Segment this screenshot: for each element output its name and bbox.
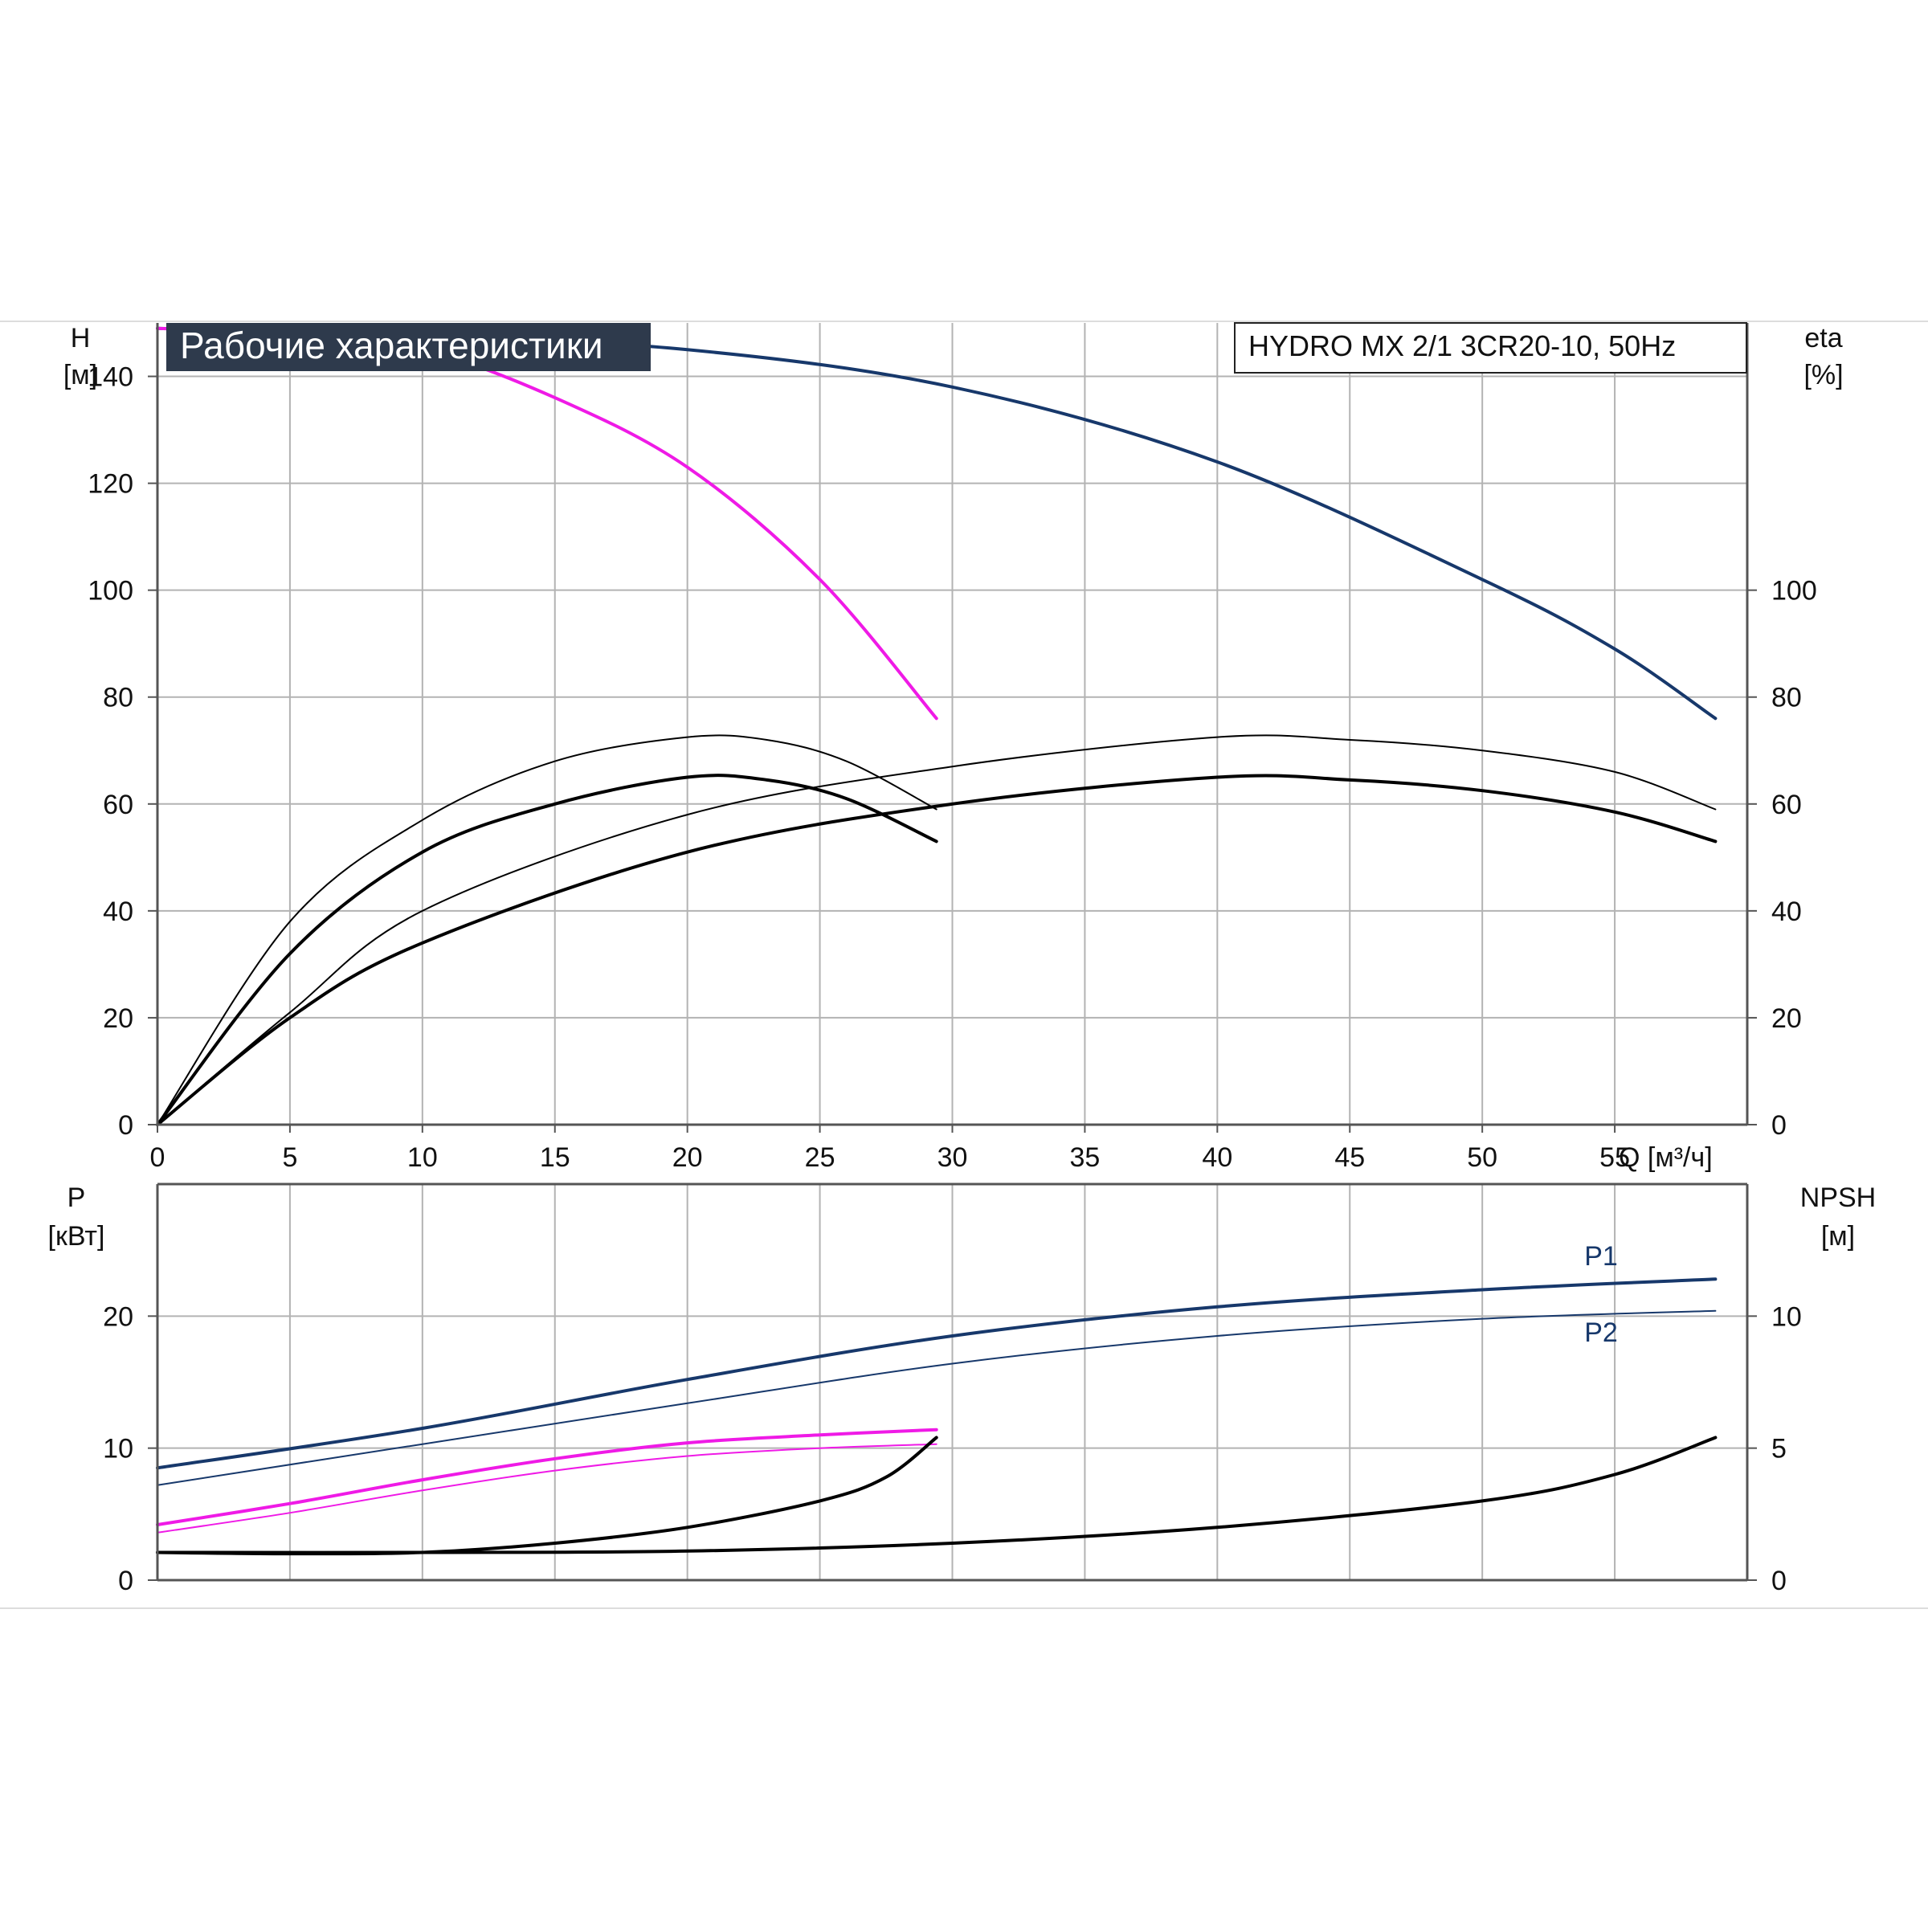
title-banner bbox=[166, 323, 651, 371]
right-tick-label: 60 bbox=[1771, 790, 1802, 820]
right-tick-label: 80 bbox=[1771, 683, 1802, 713]
left-tick-label: 140 bbox=[88, 362, 133, 393]
efficiency-axis-label: eta bbox=[1804, 323, 1842, 353]
model-label: HYDRO MX 2/1 3CR20-10, 50Hz bbox=[1248, 329, 1676, 362]
x-tick-label: 45 bbox=[1334, 1142, 1365, 1173]
power-axis-label: P bbox=[67, 1182, 86, 1213]
label-layer: Рабочие характеристики HYDRO MX 2/1 3CR2… bbox=[48, 322, 1876, 1348]
power-axis-unit: [кВт] bbox=[48, 1221, 105, 1252]
right-tick-label: 0 bbox=[1771, 1566, 1787, 1596]
x-tick-label: 5 bbox=[282, 1142, 297, 1173]
x-tick-label: 0 bbox=[150, 1142, 165, 1173]
right-tick-label: 5 bbox=[1771, 1434, 1787, 1464]
series-label-p1: P1 bbox=[1584, 1241, 1618, 1272]
x-tick-label: 50 bbox=[1467, 1142, 1497, 1173]
left-tick-label: 20 bbox=[103, 1301, 133, 1332]
x-tick-label: 10 bbox=[407, 1142, 438, 1173]
left-tick-label: 0 bbox=[118, 1110, 133, 1141]
left-tick-label: 0 bbox=[118, 1566, 133, 1596]
left-tick-label: 20 bbox=[103, 1003, 133, 1034]
right-tick-label: 0 bbox=[1771, 1110, 1787, 1141]
x-tick-label: 40 bbox=[1202, 1142, 1232, 1173]
series-line-0-4 bbox=[157, 734, 1717, 1125]
x-tick-label: 25 bbox=[805, 1142, 835, 1173]
series-label-p2: P2 bbox=[1584, 1317, 1618, 1348]
head-axis-unit: [м] bbox=[63, 360, 97, 390]
head-axis-label: H bbox=[71, 323, 91, 353]
series-line-1-0 bbox=[156, 1277, 1718, 1470]
x-tick-label: 55 bbox=[1599, 1142, 1630, 1173]
right-tick-label: 10 bbox=[1771, 1301, 1802, 1332]
series-line-0-5 bbox=[156, 774, 1718, 1126]
npsh-axis-label: NPSH bbox=[1800, 1182, 1876, 1213]
npsh-axis-unit: [м] bbox=[1821, 1221, 1855, 1252]
series-line-0-3 bbox=[156, 774, 938, 1126]
series-line-1-5 bbox=[156, 1436, 1718, 1554]
x-tick-label: 15 bbox=[540, 1142, 570, 1173]
left-tick-label: 40 bbox=[103, 897, 133, 927]
x-tick-label: 20 bbox=[672, 1142, 703, 1173]
efficiency-axis-unit: [%] bbox=[1803, 360, 1843, 390]
left-tick-label: 120 bbox=[88, 469, 133, 500]
grid-layer bbox=[157, 323, 1747, 1580]
x-tick-label: 30 bbox=[937, 1142, 968, 1173]
chart-title: Рабочие характеристики bbox=[180, 325, 603, 366]
x-tick-label: 35 bbox=[1070, 1142, 1101, 1173]
left-tick-label: 80 bbox=[103, 683, 133, 713]
left-tick-label: 10 bbox=[103, 1434, 133, 1464]
right-tick-label: 40 bbox=[1771, 897, 1802, 927]
right-tick-label: 20 bbox=[1771, 1003, 1802, 1034]
flow-axis-label: Q [м³/ч] bbox=[1619, 1142, 1713, 1173]
series-line-1-1 bbox=[157, 1309, 1717, 1486]
series-line-1-3 bbox=[157, 1443, 937, 1534]
right-tick-label: 100 bbox=[1771, 576, 1817, 607]
left-tick-label: 100 bbox=[88, 576, 133, 607]
left-tick-label: 60 bbox=[103, 790, 133, 820]
series-line-0-2 bbox=[157, 734, 937, 1125]
series-line-1-2 bbox=[156, 1428, 938, 1526]
model-box bbox=[1234, 322, 1747, 374]
